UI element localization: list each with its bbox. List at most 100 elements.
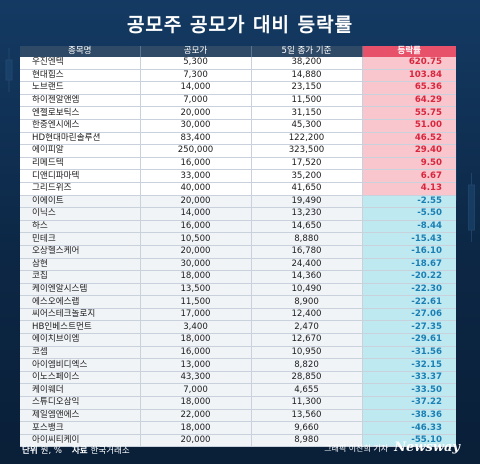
cell-stock-name: 노브랜드 bbox=[20, 81, 141, 95]
cell-offer-price: 16,000 bbox=[140, 157, 252, 171]
cell-close-price: 11,500 bbox=[251, 94, 363, 108]
cell-close-price: 17,520 bbox=[251, 157, 363, 171]
cell-offer-price: 14,000 bbox=[140, 81, 252, 95]
cell-stock-name: 그리드위즈 bbox=[20, 182, 141, 196]
table-row: 아이씨티케이 20,000 8,980 -55.10 bbox=[20, 434, 456, 448]
footer-credit: 그래픽 이찬희 기자 Newsway bbox=[324, 440, 460, 455]
cell-change-rate: 46.52 bbox=[362, 132, 456, 146]
cell-change-rate: -18.67 bbox=[362, 258, 456, 272]
cell-close-price: 14,880 bbox=[251, 69, 363, 83]
cell-stock-name: 아이엠비디엑스 bbox=[20, 358, 141, 372]
cell-offer-price: 10,500 bbox=[140, 232, 252, 246]
cell-stock-name: 에스오에스랩 bbox=[20, 295, 141, 309]
cell-offer-price: 7,000 bbox=[140, 94, 252, 108]
cell-close-price: 13,230 bbox=[251, 207, 363, 221]
table-row: 리메드텍 16,000 17,520 9.50 bbox=[20, 157, 456, 171]
unit-label: 단위 bbox=[22, 446, 38, 456]
table-row: 삼현 30,000 24,400 -18.67 bbox=[20, 258, 456, 272]
cell-stock-name: 삼현 bbox=[20, 258, 141, 272]
header-change-rate: 등락률 bbox=[362, 46, 456, 57]
cell-offer-price: 30,000 bbox=[140, 258, 252, 272]
table-row: 이닉스 14,000 13,230 -5.50 bbox=[20, 207, 456, 221]
table-row: 아이엠비디엑스 13,000 8,820 -32.15 bbox=[20, 358, 456, 372]
ipo-return-table: 종목명 공모가 5일 종가 기준 등락률 우진엔텍 5,300 38,200 620.… bbox=[20, 46, 456, 448]
cell-change-rate: -22.61 bbox=[362, 295, 456, 309]
cell-change-rate: -27.35 bbox=[362, 320, 456, 335]
cell-offer-price: 18,000 bbox=[140, 396, 252, 410]
cell-stock-name: 리메드텍 bbox=[20, 157, 141, 171]
cell-close-price: 10,950 bbox=[251, 346, 363, 360]
cell-offer-price: 20,000 bbox=[140, 106, 252, 120]
table-row: 하스 16,000 14,650 -8.44 bbox=[20, 220, 456, 234]
cell-close-price: 11,300 bbox=[251, 396, 363, 410]
header-stock-name: 종목명 bbox=[20, 46, 141, 57]
table-row: 에이치브이엠 18,000 12,670 -29.61 bbox=[20, 333, 456, 347]
cell-stock-name: 엔젤로보틱스 bbox=[20, 106, 141, 120]
cell-close-price: 28,850 bbox=[251, 371, 363, 385]
cell-close-price: 14,650 bbox=[251, 220, 363, 234]
cell-offer-price: 18,000 bbox=[140, 270, 252, 284]
cell-close-price: 323,500 bbox=[251, 144, 363, 158]
header-close-price: 5일 종가 기준 bbox=[251, 46, 363, 57]
cell-close-price: 38,200 bbox=[251, 57, 363, 70]
cell-stock-name: 코셈 bbox=[20, 346, 141, 360]
cell-change-rate: -22.30 bbox=[362, 283, 456, 297]
table-header-row: 종목명 공모가 5일 종가 기준 등락률 bbox=[20, 46, 456, 57]
cell-stock-name: 포스뱅크 bbox=[20, 421, 141, 435]
table-row: 씨어스테크놀로지 17,000 12,400 -27.06 bbox=[20, 308, 456, 322]
cell-close-price: 2,470 bbox=[251, 320, 363, 335]
cell-close-price: 23,150 bbox=[251, 81, 363, 95]
cell-close-price: 12,400 bbox=[251, 308, 363, 322]
cell-offer-price: 33,000 bbox=[140, 169, 252, 183]
cell-change-rate: 65.36 bbox=[362, 81, 456, 95]
cell-offer-price: 13,500 bbox=[140, 283, 252, 297]
cell-offer-price: 18,000 bbox=[140, 333, 252, 347]
cell-offer-price: 7,000 bbox=[140, 383, 252, 398]
data-table-container: 종목명 공모가 5일 종가 기준 등락률 우진엔텍 5,300 38,200 620.… bbox=[20, 46, 456, 448]
cell-change-rate: 9.50 bbox=[362, 157, 456, 171]
cell-offer-price: 17,000 bbox=[140, 308, 252, 322]
header-offer-price: 공모가 bbox=[140, 46, 252, 57]
table-row: 스튜디오삼익 18,000 11,300 -37.22 bbox=[20, 396, 456, 410]
unit-value: 원, % bbox=[40, 446, 62, 456]
cell-change-rate: -55.10 bbox=[362, 434, 456, 448]
cell-change-rate: 103.84 bbox=[362, 69, 456, 83]
table-row: 오상헬스케어 20,000 16,780 -16.10 bbox=[20, 245, 456, 259]
cell-change-rate: -29.61 bbox=[362, 333, 456, 347]
cell-stock-name: 제일엠앤에스 bbox=[20, 409, 141, 423]
table-row: 에이피알 250,000 323,500 29.40 bbox=[20, 144, 456, 158]
cell-close-price: 8,880 bbox=[251, 232, 363, 246]
cell-change-rate: -37.22 bbox=[362, 396, 456, 410]
cell-offer-price: 14,000 bbox=[140, 207, 252, 221]
table-row: 에스오에스랩 11,500 8,900 -22.61 bbox=[20, 295, 456, 309]
cell-change-rate: 6.67 bbox=[362, 169, 456, 183]
cell-offer-price: 7,300 bbox=[140, 69, 252, 83]
cell-stock-name: 에이피알 bbox=[20, 144, 141, 158]
cell-stock-name: 케이웨더 bbox=[20, 383, 141, 398]
table-row: HD현대마린솔루션 83,400 122,200 46.52 bbox=[20, 132, 456, 146]
cell-change-rate: -38.36 bbox=[362, 409, 456, 423]
cell-close-price: 35,200 bbox=[251, 169, 363, 183]
cell-offer-price: 83,400 bbox=[140, 132, 252, 146]
table-row: 코칩 18,000 14,360 -20.22 bbox=[20, 270, 456, 284]
cell-close-price: 8,980 bbox=[251, 434, 363, 448]
cell-stock-name: 하이젠알앤엠 bbox=[20, 94, 141, 108]
table-row: 민테크 10,500 8,880 -15.43 bbox=[20, 232, 456, 246]
cell-stock-name: HD현대마린솔루션 bbox=[20, 132, 141, 146]
cell-change-rate: 29.40 bbox=[362, 144, 456, 158]
cell-stock-name: 아이씨티케이 bbox=[20, 434, 141, 448]
table-row: 이에이트 20,000 19,490 -2.55 bbox=[20, 195, 456, 209]
table-row: 엔젤로보틱스 20,000 31,150 55.75 bbox=[20, 106, 456, 120]
cell-stock-name: 코칩 bbox=[20, 270, 141, 284]
cell-change-rate: -2.55 bbox=[362, 195, 456, 209]
footer-source: 단위 원, % 자료 한국거래소 bbox=[22, 444, 130, 456]
cell-close-price: 8,900 bbox=[251, 295, 363, 309]
cell-change-rate: 51.00 bbox=[362, 119, 456, 133]
cell-offer-price: 30,000 bbox=[140, 119, 252, 133]
cell-stock-name: 하스 bbox=[20, 220, 141, 234]
chart-title: 공모주 공모가 대비 등락률 bbox=[126, 14, 354, 36]
cell-change-rate: -31.56 bbox=[362, 346, 456, 360]
cell-stock-name: 한중엔시에스 bbox=[20, 119, 141, 133]
cell-stock-name: 이닉스 bbox=[20, 207, 141, 221]
cell-offer-price: 20,000 bbox=[140, 195, 252, 209]
